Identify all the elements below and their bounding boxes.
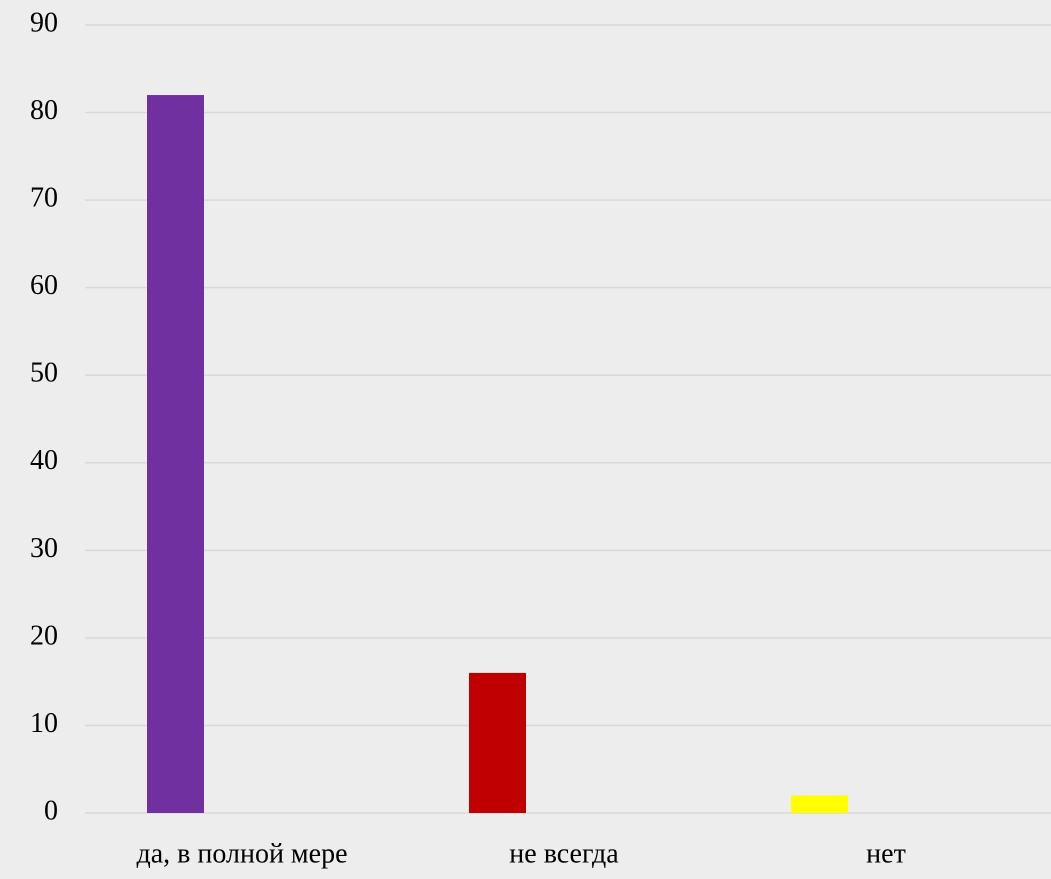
y-tick-label: 30 xyxy=(30,533,58,564)
y-tick-label: 70 xyxy=(30,183,58,214)
y-tick-label: 90 xyxy=(30,7,58,38)
y-tick-label: 20 xyxy=(30,620,58,651)
bar xyxy=(469,672,526,813)
bar xyxy=(791,795,848,813)
y-tick-label: 60 xyxy=(30,270,58,301)
bar xyxy=(147,95,204,814)
x-tick-label: нет xyxy=(866,838,906,869)
y-tick-label: 80 xyxy=(30,95,58,126)
x-tick-label: не всегда xyxy=(509,838,619,869)
y-tick-label: 10 xyxy=(30,708,58,739)
y-tick-label: 40 xyxy=(30,445,58,476)
y-tick-label: 50 xyxy=(30,358,58,389)
y-tick-label: 0 xyxy=(44,795,58,826)
x-tick-label: да, в полной мере xyxy=(136,838,347,869)
